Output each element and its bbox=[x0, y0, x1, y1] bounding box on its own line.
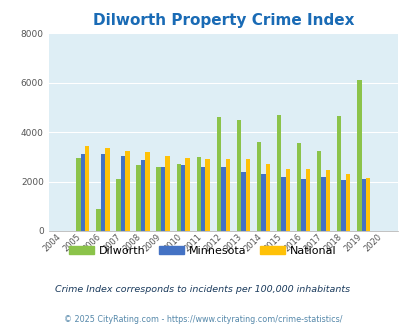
Bar bbox=[176, 164, 181, 231]
Bar bbox=[361, 179, 365, 231]
Bar bbox=[345, 174, 350, 231]
Bar bbox=[356, 80, 361, 231]
Bar bbox=[341, 180, 345, 231]
Text: Crime Index corresponds to incidents per 100,000 inhabitants: Crime Index corresponds to incidents per… bbox=[55, 285, 350, 294]
Bar bbox=[165, 155, 169, 231]
Bar bbox=[325, 170, 329, 231]
Bar bbox=[181, 165, 185, 231]
Bar bbox=[120, 155, 125, 231]
Bar bbox=[85, 146, 89, 231]
Bar bbox=[96, 209, 100, 231]
Bar bbox=[245, 159, 249, 231]
Bar bbox=[365, 178, 369, 231]
Bar bbox=[200, 167, 205, 231]
Bar bbox=[105, 148, 109, 231]
Bar bbox=[221, 167, 225, 231]
Legend: Dilworth, Minnesota, National: Dilworth, Minnesota, National bbox=[64, 241, 341, 260]
Bar bbox=[76, 158, 81, 231]
Text: © 2025 CityRating.com - https://www.cityrating.com/crime-statistics/: © 2025 CityRating.com - https://www.city… bbox=[64, 315, 341, 324]
Bar bbox=[336, 116, 341, 231]
Bar bbox=[305, 169, 309, 231]
Bar bbox=[216, 117, 221, 231]
Bar bbox=[145, 152, 149, 231]
Bar bbox=[321, 177, 325, 231]
Bar bbox=[81, 154, 85, 231]
Title: Dilworth Property Crime Index: Dilworth Property Crime Index bbox=[92, 13, 353, 28]
Bar bbox=[296, 143, 301, 231]
Bar bbox=[136, 165, 141, 231]
Bar bbox=[205, 159, 209, 231]
Bar bbox=[256, 142, 260, 231]
Bar bbox=[185, 158, 189, 231]
Bar bbox=[116, 179, 120, 231]
Bar bbox=[156, 167, 160, 231]
Bar bbox=[241, 172, 245, 231]
Bar bbox=[276, 115, 281, 231]
Bar bbox=[160, 167, 165, 231]
Bar bbox=[141, 160, 145, 231]
Bar bbox=[316, 150, 321, 231]
Bar bbox=[281, 177, 285, 231]
Bar bbox=[125, 150, 129, 231]
Bar bbox=[260, 174, 265, 231]
Bar bbox=[196, 157, 200, 231]
Bar bbox=[301, 179, 305, 231]
Bar bbox=[285, 169, 290, 231]
Bar bbox=[265, 164, 269, 231]
Bar bbox=[100, 154, 105, 231]
Bar bbox=[225, 159, 229, 231]
Bar bbox=[236, 120, 241, 231]
